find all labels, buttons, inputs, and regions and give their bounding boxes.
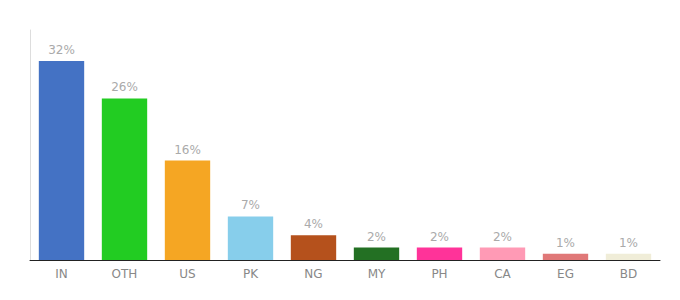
svg-text:32%: 32% [48, 43, 75, 57]
svg-text:4%: 4% [304, 217, 323, 231]
svg-text:PH: PH [431, 267, 447, 281]
svg-text:BD: BD [620, 267, 637, 281]
svg-text:NG: NG [304, 267, 322, 281]
svg-text:7%: 7% [241, 198, 260, 212]
svg-text:2%: 2% [493, 230, 512, 244]
svg-text:1%: 1% [556, 236, 575, 250]
svg-text:OTH: OTH [112, 267, 138, 281]
svg-text:CA: CA [494, 267, 511, 281]
svg-text:MY: MY [368, 267, 386, 281]
svg-text:US: US [179, 267, 195, 281]
svg-text:16%: 16% [174, 143, 201, 157]
svg-text:2%: 2% [430, 230, 449, 244]
svg-text:1%: 1% [619, 236, 638, 250]
svg-text:2%: 2% [367, 230, 386, 244]
svg-text:26%: 26% [111, 80, 138, 94]
svg-text:EG: EG [557, 267, 574, 281]
svg-text:IN: IN [55, 267, 68, 281]
svg-text:PK: PK [243, 267, 259, 281]
